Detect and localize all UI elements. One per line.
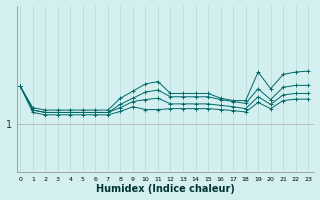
X-axis label: Humidex (Indice chaleur): Humidex (Indice chaleur): [96, 184, 235, 194]
